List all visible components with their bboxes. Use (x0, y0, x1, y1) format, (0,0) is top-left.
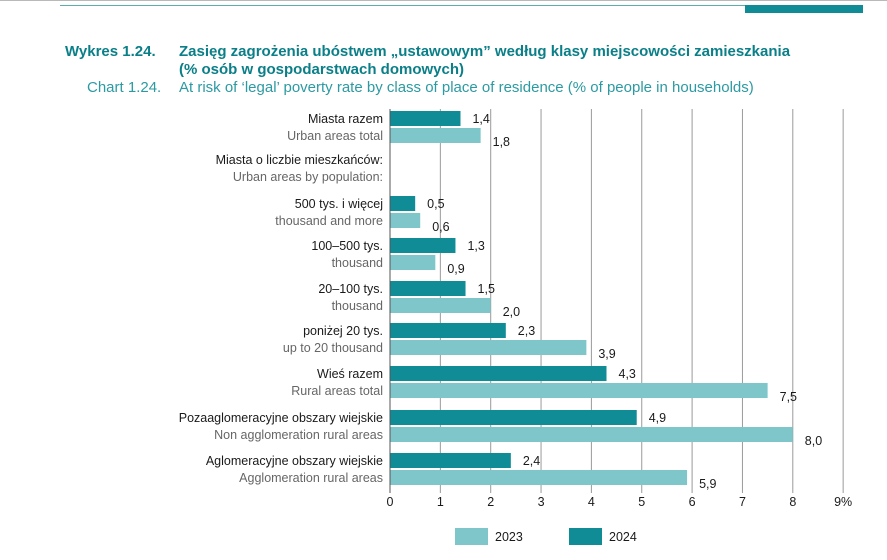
header-accent-bar (745, 5, 863, 13)
bar-2023 (390, 340, 587, 355)
x-tick-label: 8 (789, 495, 796, 509)
bars (390, 111, 793, 485)
value-label-2023: 5,9 (699, 477, 716, 491)
value-label-2024: 2,3 (518, 324, 535, 338)
value-label-2024: 2,4 (523, 454, 540, 468)
value-label-2023: 8,0 (805, 434, 822, 448)
value-label-2024: 1,4 (472, 112, 489, 126)
x-axis: 0 1 2 3 4 5 6 7 8 9% (387, 109, 852, 509)
legend-label-2024: 2024 (609, 530, 637, 544)
category-label-pl: Wieś razem (317, 367, 383, 381)
value-label-2023: 7,5 (780, 390, 797, 404)
value-label-2024: 4,9 (649, 411, 666, 425)
bar-2023 (390, 383, 768, 398)
bar-2024 (390, 238, 456, 253)
x-tick-label: 1 (437, 495, 444, 509)
chart-title-pl-line2: (% osób w gospodarstwach domowych) (179, 61, 465, 78)
category-label-en: Non agglomeration rural areas (214, 428, 383, 442)
value-label-2023: 0,9 (447, 262, 464, 276)
category-label-en: Urban areas total (287, 129, 383, 143)
value-label-2023: 1,8 (493, 135, 510, 149)
bar-2023 (390, 255, 436, 270)
category-label-en: thousand (332, 256, 383, 270)
legend: 2023 2024 (455, 528, 637, 545)
bar-2024 (390, 281, 466, 296)
page-top-border (0, 0, 887, 1)
category-label-pl: Aglomeracyjne obszary wiejskie (206, 454, 383, 468)
x-tick-label: 7 (739, 495, 746, 509)
category-label-en: thousand and more (275, 214, 383, 228)
bar-2024 (390, 410, 637, 425)
bar-2024 (390, 453, 511, 468)
x-tick-label: 9% (834, 495, 852, 509)
category-label-en: Agglomeration rural areas (239, 471, 383, 485)
bar-2023 (390, 213, 421, 228)
category-label-en: thousand (332, 299, 383, 313)
header-rule (60, 5, 745, 6)
chart-number-en: Chart 1.24. (87, 79, 162, 96)
chart-title-pl-line1: Zasięg zagrożenia ubóstwem „ustawowym” w… (179, 43, 791, 60)
bar-2023 (390, 470, 688, 485)
bar-2024 (390, 196, 416, 211)
category-label-pl: Pozaaglomeracyjne obszary wiejskie (179, 411, 383, 425)
chart-title-en: At risk of ‘legal’ poverty rate by class… (179, 79, 754, 96)
category-label-pl: 100–500 tys. (311, 239, 383, 253)
category-label-en: up to 20 thousand (283, 341, 383, 355)
category-label-pl: 20–100 tys. (318, 282, 383, 296)
bar-2024 (390, 323, 506, 338)
category-label-pl: poniżej 20 tys. (303, 324, 383, 338)
value-labels: 1,4 1,8 0,5 0,6 1,30,9 1,5 2,0 2,3 3,9 4,3 7,5 4,9 8… (427, 112, 822, 491)
legend-label-2023: 2023 (495, 530, 523, 544)
legend-swatch-2024 (569, 528, 602, 545)
category-label-pl: Miasta o liczbie mieszkańców: (216, 153, 383, 167)
bar-2023 (390, 427, 793, 442)
bar-2023 (390, 298, 491, 313)
value-label-2024: 1,3 (467, 239, 484, 253)
legend-swatch-2023 (455, 528, 488, 545)
value-label-2023: 2,0 (503, 305, 520, 319)
chart-number-pl: Wykres 1.24. (65, 43, 156, 60)
category-label-en: Rural areas total (291, 384, 383, 398)
bar-2024 (390, 111, 461, 126)
value-label-2023: 0,6 (432, 220, 449, 234)
x-tick-label: 3 (538, 495, 545, 509)
bar-2023 (390, 128, 481, 143)
x-tick-label: 5 (638, 495, 645, 509)
category-labels: Miasta razem Urban areas total Miasta o li… (179, 112, 383, 485)
value-label-2023: 3,9 (598, 347, 615, 361)
category-label-en: Urban areas by population: (233, 170, 383, 184)
bar-2024 (390, 366, 607, 381)
value-label-2024: 1,5 (478, 282, 495, 296)
x-tick-label: 0 (387, 495, 394, 509)
category-label-pl: Miasta razem (308, 112, 383, 126)
x-tick-label: 6 (689, 495, 696, 509)
x-tick-label: 4 (588, 495, 595, 509)
value-label-2024: 4,3 (619, 367, 636, 381)
value-label-2024: 0,5 (427, 197, 444, 211)
x-tick-label: 2 (487, 495, 494, 509)
category-label-pl: 500 tys. i więcej (295, 197, 383, 211)
